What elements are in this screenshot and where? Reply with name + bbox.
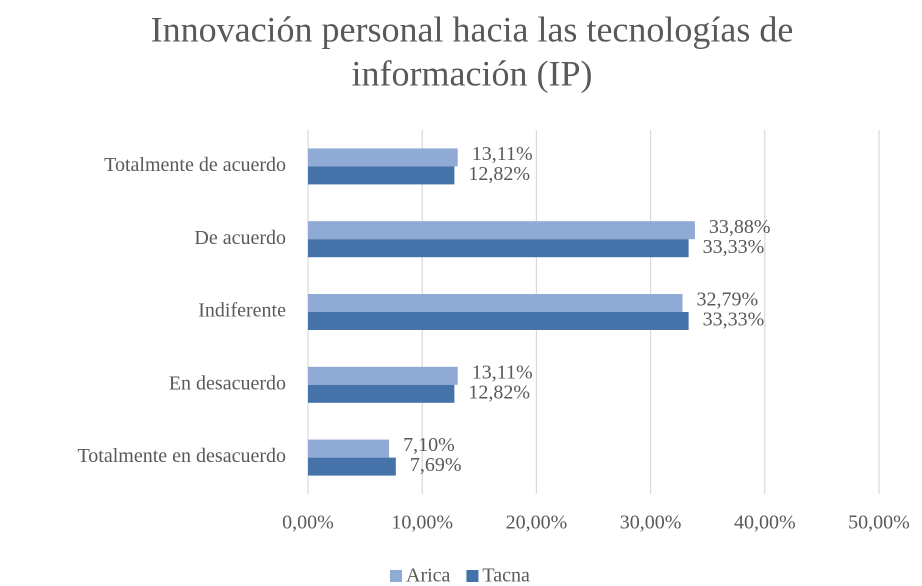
legend-label: Tacna — [482, 565, 530, 586]
y-tick-label: Totalmente en desacuerdo — [77, 445, 286, 467]
bar — [308, 384, 455, 403]
value-label: 32,79% — [696, 289, 758, 311]
x-tick-label: 20,00% — [506, 512, 568, 534]
value-label: 12,82% — [468, 163, 530, 185]
value-label: 12,82% — [468, 381, 530, 403]
chart-title: información (IP) — [352, 53, 593, 93]
bar — [308, 221, 695, 240]
x-tick-label: 40,00% — [734, 512, 796, 534]
value-label: 7,10% — [403, 434, 455, 456]
x-tick-label: 10,00% — [391, 512, 453, 534]
y-tick-label: En desacuerdo — [169, 372, 286, 394]
bar — [308, 312, 689, 330]
bar — [308, 239, 689, 258]
bar — [308, 439, 390, 458]
value-label: 33,33% — [703, 309, 765, 331]
value-label: 13,11% — [472, 143, 533, 165]
value-label: 13,11% — [472, 361, 533, 383]
x-tick-label: 50,00% — [848, 512, 910, 534]
value-label: 7,69% — [410, 454, 462, 476]
legend-swatch — [390, 570, 402, 582]
bar — [308, 294, 683, 312]
y-tick-label: De acuerdo — [194, 227, 286, 249]
legend-swatch — [466, 570, 479, 582]
chart-title: Innovación personal hacia las tecnología… — [151, 9, 794, 49]
x-tick-label: 0,00% — [282, 512, 334, 534]
legend-label: Arica — [406, 565, 451, 586]
y-tick-label: Indiferente — [198, 300, 286, 322]
bar — [308, 366, 458, 385]
bar — [308, 148, 458, 167]
bar — [308, 457, 396, 476]
x-tick-label: 30,00% — [620, 512, 682, 534]
y-tick-label: Totalmente de acuerdo — [104, 154, 286, 176]
bar — [308, 166, 455, 185]
value-label: 33,33% — [703, 236, 765, 258]
value-label: 33,88% — [709, 216, 771, 238]
